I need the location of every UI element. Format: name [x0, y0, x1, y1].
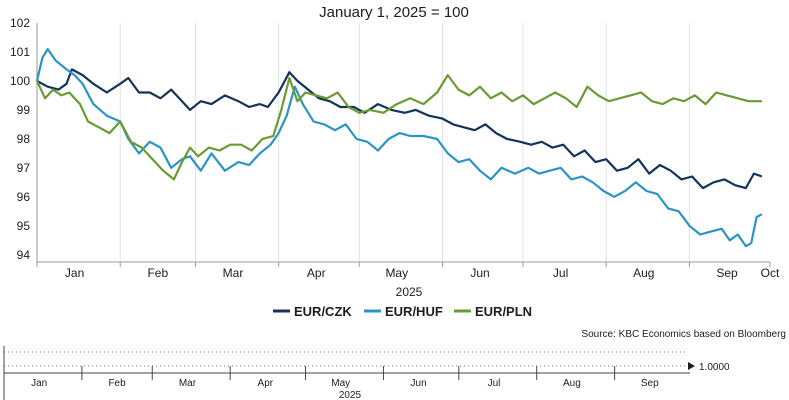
navigator-month-apr: Apr	[258, 378, 274, 389]
y-tick-labels: 94 95 96 97 98 99 100 101 102	[10, 16, 30, 262]
navigator-month-labels: Jan Feb Mar Apr May Jun Jul Aug Sep	[31, 378, 659, 389]
series-lines	[35, 48, 763, 248]
navigator-month-jan: Jan	[31, 378, 47, 389]
chart-title: January 1, 2025 = 100	[319, 4, 469, 21]
time-navigator[interactable]: Jan Feb Mar Apr May Jun Jul Aug Sep 1.0000 2025	[3, 346, 730, 400]
navigator-value-label: 1.0000	[699, 362, 730, 373]
series-line-eur-huf	[35, 48, 763, 248]
series-line-eur-pln	[36, 74, 762, 181]
x-tick-label-sep: Sep	[716, 266, 738, 280]
legend-label-eur-pln: EUR/PLN	[475, 304, 532, 319]
x-tick-label-jan: Jan	[65, 266, 84, 280]
legend-label-eur-huf: EUR/HUF	[385, 304, 443, 319]
navigator-month-jul: Jul	[488, 378, 501, 389]
navigator-month-sep: Sep	[641, 378, 659, 389]
x-tick-label-mar: Mar	[223, 266, 244, 280]
x-tick-label-jun: Jun	[470, 266, 489, 280]
x-tick-labels: Jan Feb Mar Apr May Jun Jul Aug Sep Oct	[65, 266, 780, 280]
navigator-year-label: 2025	[339, 390, 362, 400]
navigator-month-mar: Mar	[179, 378, 197, 389]
navigator-month-feb: Feb	[108, 378, 126, 389]
navigator-month-aug: Aug	[563, 378, 581, 389]
navigator-marker-icon	[688, 362, 695, 370]
y-tick-label: 97	[17, 161, 31, 175]
navigator-month-jun: Jun	[411, 378, 427, 389]
series-line-eur-czk	[36, 68, 763, 190]
x-tick-label-feb: Feb	[147, 266, 168, 280]
navigator-ticks	[3, 366, 616, 380]
y-tick-label: 100	[10, 74, 30, 88]
y-tick-label: 96	[17, 190, 31, 204]
x-tick-label-may: May	[385, 266, 408, 280]
legend-label-eur-czk: EUR/CZK	[294, 304, 352, 319]
legend: EUR/CZK EUR/HUF EUR/PLN	[273, 304, 532, 319]
vertical-gridlines	[119, 23, 690, 262]
x-axis-title: 2025	[396, 285, 423, 299]
navigator-month-may: May	[331, 378, 350, 389]
y-tick-label: 99	[17, 103, 31, 117]
x-tick-marks	[36, 262, 771, 267]
x-tick-label-apr: Apr	[307, 266, 326, 280]
x-tick-label-jul: Jul	[553, 266, 568, 280]
x-tick-label-oct: Oct	[761, 266, 780, 280]
y-tick-label: 102	[10, 16, 30, 30]
y-tick-label: 98	[17, 132, 31, 146]
y-tick-label: 95	[17, 219, 31, 233]
source-note: Source: KBC Economics based on Bloomberg	[581, 329, 786, 340]
x-tick-label-aug: Aug	[633, 266, 654, 280]
y-tick-label: 101	[10, 45, 30, 59]
y-tick-label: 94	[17, 248, 31, 262]
